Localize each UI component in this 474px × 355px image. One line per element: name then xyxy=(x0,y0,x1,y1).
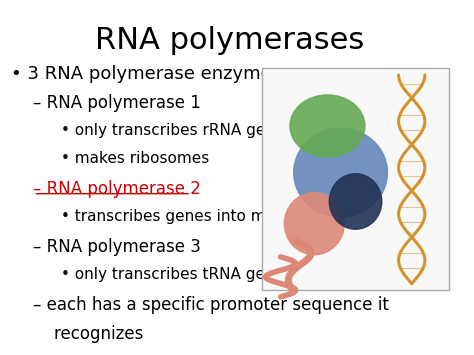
Text: • 3 RNA polymerase enzymes: • 3 RNA polymerase enzymes xyxy=(10,65,281,83)
Text: • makes ribosomes: • makes ribosomes xyxy=(61,152,209,166)
Text: RNA polymerases: RNA polymerases xyxy=(95,26,365,55)
Text: • only transcribes tRNA genes: • only transcribes tRNA genes xyxy=(61,267,292,282)
Text: • only transcribes rRNA genes: • only transcribes rRNA genes xyxy=(61,122,292,137)
Ellipse shape xyxy=(329,174,382,229)
FancyBboxPatch shape xyxy=(262,68,449,290)
Text: recognizes: recognizes xyxy=(33,325,144,343)
Text: – each has a specific promoter sequence it: – each has a specific promoter sequence … xyxy=(33,296,389,314)
Text: – RNA polymerase 3: – RNA polymerase 3 xyxy=(33,238,201,256)
Ellipse shape xyxy=(294,128,387,217)
Text: • transcribes genes into mRNA: • transcribes genes into mRNA xyxy=(61,209,298,224)
Ellipse shape xyxy=(284,192,344,255)
Ellipse shape xyxy=(290,95,365,157)
Text: – RNA polymerase 1: – RNA polymerase 1 xyxy=(33,94,201,112)
Text: – RNA polymerase 2: – RNA polymerase 2 xyxy=(33,180,201,198)
